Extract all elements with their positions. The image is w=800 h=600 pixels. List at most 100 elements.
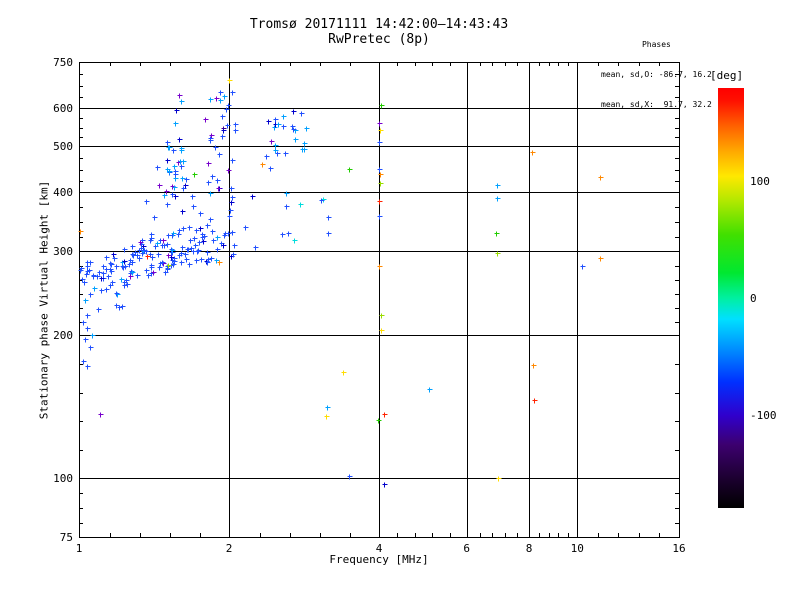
- colorbar: [718, 88, 744, 508]
- data-point: [111, 252, 117, 258]
- x-tick-label: 6: [463, 542, 471, 555]
- data-point: [598, 256, 604, 262]
- data-point: [319, 198, 325, 204]
- data-point: [178, 159, 184, 165]
- data-point: [177, 137, 183, 143]
- data-point: [172, 259, 178, 265]
- data-point: [293, 137, 299, 143]
- data-point: [157, 265, 163, 271]
- data-point: [97, 270, 103, 276]
- data-point: [213, 145, 219, 151]
- data-point: [495, 196, 501, 202]
- data-point: [88, 260, 94, 266]
- data-point: [276, 122, 282, 128]
- data-point: [165, 167, 171, 173]
- data-point: [214, 258, 220, 264]
- data-point: [377, 140, 383, 146]
- data-point: [117, 305, 123, 311]
- data-point: [264, 154, 270, 160]
- data-point: [90, 333, 96, 339]
- data-point: [104, 255, 110, 261]
- data-point: [217, 152, 223, 158]
- data-point: [84, 272, 90, 278]
- data-point: [162, 193, 168, 199]
- data-point: [173, 121, 179, 127]
- data-point: [122, 247, 128, 253]
- data-point: [180, 209, 186, 215]
- data-point: [205, 260, 211, 266]
- data-point: [191, 204, 197, 210]
- data-point: [180, 176, 186, 182]
- data-point: [150, 255, 156, 261]
- data-point: [85, 269, 91, 275]
- data-point: [228, 208, 234, 214]
- data-point: [202, 234, 208, 240]
- data-point: [78, 229, 84, 235]
- data-point: [221, 243, 227, 249]
- data-point: [216, 186, 222, 192]
- data-point: [382, 412, 388, 418]
- y-tick-label: 200: [53, 328, 73, 342]
- data-point: [85, 364, 91, 370]
- data-point: [230, 158, 236, 164]
- data-point: [104, 287, 110, 293]
- data-point: [266, 119, 272, 125]
- colorbar-tick-label: 0: [750, 292, 757, 305]
- data-point: [283, 151, 289, 157]
- data-point: [233, 128, 239, 134]
- data-point: [179, 260, 185, 266]
- data-point: [208, 136, 214, 142]
- data-point: [226, 103, 232, 109]
- data-point: [198, 226, 204, 232]
- data-point: [114, 303, 120, 309]
- data-point: [130, 270, 136, 276]
- data-point: [273, 148, 279, 154]
- data-point: [325, 405, 331, 411]
- data-point: [377, 167, 383, 173]
- data-point: [230, 90, 236, 96]
- data-point: [183, 252, 189, 258]
- data-point: [189, 246, 195, 252]
- data-point: [222, 233, 228, 239]
- data-point: [291, 109, 297, 115]
- phase-stats-block: Phases mean, sd,O: -86.7, 16.2 mean, sd,…: [601, 20, 712, 130]
- y-tick-label: 300: [53, 245, 73, 259]
- data-point: [173, 194, 179, 200]
- data-point: [208, 97, 214, 103]
- data-point: [177, 93, 183, 99]
- data-point: [95, 274, 101, 280]
- colorbar-tick-label: 100: [750, 175, 770, 189]
- data-point: [91, 273, 97, 279]
- data-point: [377, 264, 383, 270]
- data-point: [347, 474, 353, 480]
- data-point: [81, 320, 87, 326]
- data-point: [378, 128, 384, 134]
- data-point: [377, 199, 383, 205]
- data-point: [222, 94, 228, 100]
- data-point: [128, 274, 134, 280]
- data-point: [230, 195, 236, 201]
- data-point: [179, 164, 185, 170]
- data-point: [379, 328, 385, 334]
- data-point: [260, 162, 266, 168]
- data-point: [341, 370, 347, 376]
- data-point: [230, 230, 236, 236]
- data-point: [199, 257, 205, 263]
- data-point: [109, 262, 115, 268]
- data-point: [165, 202, 171, 208]
- data-point: [192, 236, 198, 242]
- data-point: [114, 264, 120, 270]
- data-point: [598, 175, 604, 181]
- data-point: [110, 280, 116, 286]
- data-point: [378, 172, 384, 178]
- data-point: [198, 211, 204, 217]
- data-point: [145, 254, 151, 260]
- data-point: [96, 307, 102, 313]
- data-point: [269, 139, 275, 145]
- x-tick-label: 8: [525, 542, 533, 555]
- data-point: [166, 145, 172, 151]
- data-point: [88, 292, 94, 298]
- data-point: [215, 247, 221, 253]
- data-point: [122, 283, 128, 289]
